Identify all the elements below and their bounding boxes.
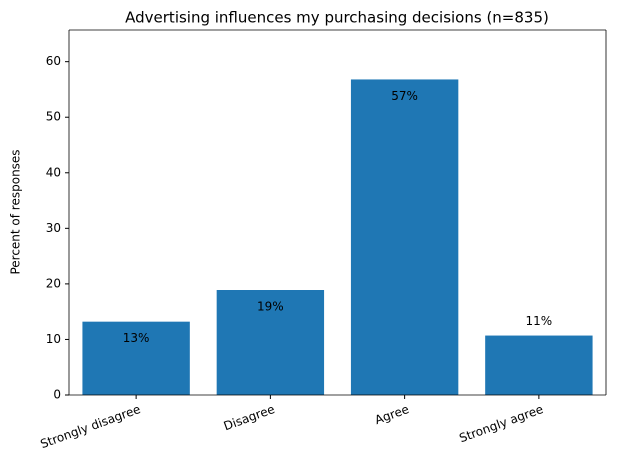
y-tick-label: 40 xyxy=(46,165,61,179)
bar xyxy=(350,79,459,395)
x-tick-label: Strongly disagree xyxy=(38,402,142,451)
y-tick-label: 30 xyxy=(46,221,61,235)
x-tick-label: Disagree xyxy=(222,402,277,433)
x-tick-label: Strongly agree xyxy=(457,402,545,445)
data-label: 57% xyxy=(391,89,418,103)
y-tick-label: 20 xyxy=(46,276,61,290)
chart-title: Advertising influences my purchasing dec… xyxy=(125,9,549,27)
y-axis-label: Percent of responses xyxy=(9,149,23,274)
y-tick-label: 10 xyxy=(46,332,61,346)
data-label: 13% xyxy=(123,331,150,345)
data-label: 11% xyxy=(526,314,553,328)
bar xyxy=(82,321,190,395)
data-label: 19% xyxy=(257,300,284,314)
bar xyxy=(216,290,325,395)
y-tick-label: 60 xyxy=(46,54,61,68)
x-tick-label: Agree xyxy=(373,402,411,427)
y-tick-label: 0 xyxy=(53,388,61,402)
y-tick-label: 50 xyxy=(46,110,61,124)
bar xyxy=(485,335,593,395)
